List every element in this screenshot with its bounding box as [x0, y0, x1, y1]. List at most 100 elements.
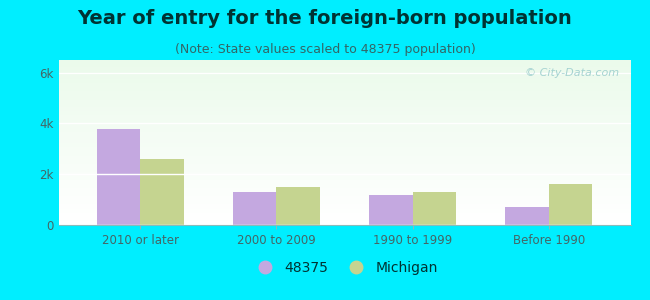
Bar — [58, 151, 630, 152]
Bar — [58, 201, 630, 202]
Bar — [58, 208, 630, 209]
Bar — [58, 214, 630, 215]
Bar — [58, 97, 630, 98]
Bar — [58, 120, 630, 121]
Bar — [276, 187, 320, 225]
Bar — [58, 126, 630, 127]
Bar — [58, 197, 630, 198]
Bar — [58, 118, 630, 119]
Bar — [58, 167, 630, 168]
Bar — [58, 135, 630, 136]
Bar — [58, 104, 630, 105]
Bar — [58, 182, 630, 183]
Bar — [58, 155, 630, 156]
Bar — [58, 138, 630, 139]
Bar — [58, 79, 630, 80]
Bar — [58, 203, 630, 204]
Bar — [58, 125, 630, 126]
Bar — [58, 165, 630, 166]
Bar — [58, 112, 630, 113]
Bar — [58, 142, 630, 143]
Legend: 48375, Michigan: 48375, Michigan — [246, 256, 443, 281]
Bar — [58, 171, 630, 172]
Bar — [58, 119, 630, 120]
Bar — [58, 200, 630, 201]
Bar — [58, 68, 630, 69]
Bar — [58, 204, 630, 205]
Bar — [58, 92, 630, 93]
Bar — [58, 71, 630, 72]
Bar — [58, 168, 630, 169]
Bar — [58, 113, 630, 114]
Bar — [58, 220, 630, 221]
Bar — [58, 128, 630, 129]
Bar — [58, 77, 630, 78]
Bar — [58, 122, 630, 123]
Bar — [58, 106, 630, 107]
Bar — [58, 183, 630, 184]
Bar — [58, 210, 630, 211]
Bar — [58, 67, 630, 68]
Text: (Note: State values scaled to 48375 population): (Note: State values scaled to 48375 popu… — [175, 44, 475, 56]
Bar — [58, 175, 630, 176]
Bar — [58, 81, 630, 82]
Bar — [58, 192, 630, 193]
Bar — [58, 84, 630, 85]
Bar — [58, 179, 630, 180]
Bar — [58, 186, 630, 187]
Bar — [58, 93, 630, 94]
Bar — [58, 82, 630, 83]
Bar — [58, 221, 630, 222]
Bar — [58, 80, 630, 81]
Bar — [369, 194, 413, 225]
Bar — [233, 192, 276, 225]
Bar — [58, 224, 630, 225]
Bar — [413, 192, 456, 225]
Bar — [58, 154, 630, 155]
Bar — [58, 163, 630, 164]
Bar — [58, 133, 630, 134]
Bar — [58, 193, 630, 194]
Bar — [58, 207, 630, 208]
Bar — [58, 176, 630, 177]
Bar — [58, 169, 630, 170]
Bar — [58, 73, 630, 74]
Bar — [58, 117, 630, 118]
Bar — [58, 100, 630, 101]
Bar — [58, 194, 630, 195]
Text: Year of entry for the foreign-born population: Year of entry for the foreign-born popul… — [77, 9, 573, 28]
Bar — [58, 174, 630, 175]
Bar — [58, 187, 630, 188]
Bar — [58, 76, 630, 77]
Bar — [58, 75, 630, 76]
Bar — [58, 83, 630, 84]
Bar — [58, 115, 630, 116]
Bar — [58, 146, 630, 147]
Bar — [58, 222, 630, 223]
Bar — [58, 60, 630, 61]
Bar — [58, 205, 630, 206]
Bar — [58, 111, 630, 112]
Bar — [58, 95, 630, 96]
Bar — [58, 143, 630, 144]
Bar — [58, 121, 630, 122]
Bar — [58, 191, 630, 192]
Bar — [58, 209, 630, 210]
Bar — [58, 213, 630, 214]
Bar — [58, 98, 630, 99]
Bar — [58, 219, 630, 220]
Bar — [58, 127, 630, 128]
Bar — [58, 107, 630, 108]
Bar — [58, 137, 630, 138]
Bar — [58, 158, 630, 159]
Bar — [58, 152, 630, 153]
Bar — [58, 166, 630, 167]
Bar — [58, 153, 630, 154]
Bar — [58, 109, 630, 110]
Bar — [58, 188, 630, 189]
Bar — [58, 105, 630, 106]
Bar — [58, 141, 630, 142]
Bar — [58, 173, 630, 174]
Bar — [58, 159, 630, 160]
Bar — [58, 185, 630, 186]
